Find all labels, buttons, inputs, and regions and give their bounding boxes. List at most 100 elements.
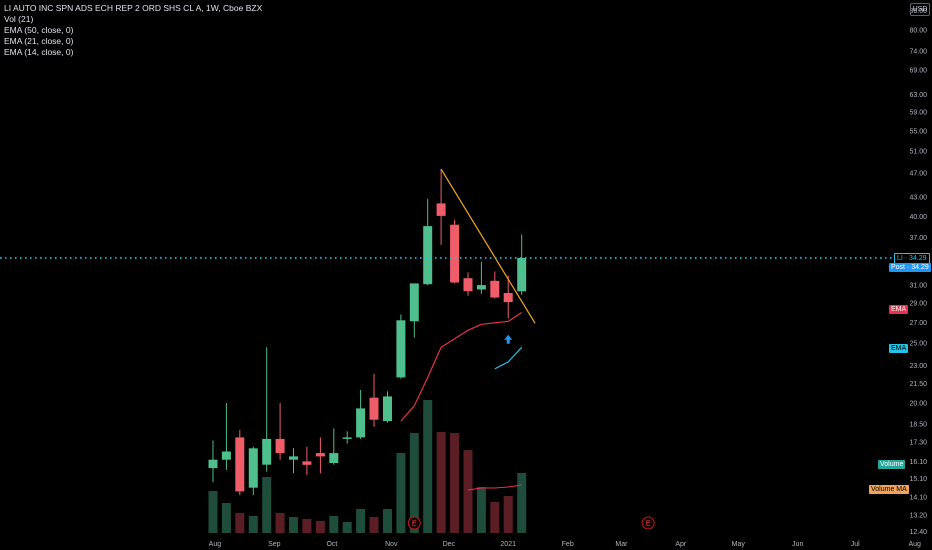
time-tick-label: 2021 bbox=[500, 541, 516, 548]
price-tick-label: 15.10 bbox=[909, 476, 927, 483]
volume-bar bbox=[342, 522, 352, 533]
ema-line-cyan bbox=[494, 346, 523, 370]
legend-volume: Vol (21) bbox=[4, 14, 34, 24]
volume-bar bbox=[289, 517, 298, 533]
time-tick-label: Aug bbox=[209, 541, 222, 548]
price-tick-label: 21.50 bbox=[909, 381, 927, 388]
candle-body bbox=[342, 437, 352, 439]
volume-bar bbox=[208, 491, 218, 533]
price-tick-label: 27.00 bbox=[909, 320, 927, 327]
price-tick-label: 59.00 bbox=[909, 109, 927, 116]
candle-body bbox=[436, 203, 446, 216]
candle-body bbox=[396, 320, 406, 378]
volume-label: Volume bbox=[878, 460, 906, 469]
candle-body bbox=[383, 396, 392, 422]
candle-body bbox=[356, 408, 366, 438]
earnings-marker-circle bbox=[407, 516, 421, 530]
volume-bar bbox=[423, 400, 433, 533]
volume-bar bbox=[262, 477, 272, 533]
time-tick-label: Aug bbox=[908, 541, 921, 548]
volume-ma-line bbox=[467, 484, 522, 491]
volume-bar bbox=[275, 513, 285, 533]
candle-body bbox=[302, 461, 312, 465]
price-tick-label: 31.00 bbox=[909, 283, 927, 290]
earnings-marker: E bbox=[407, 516, 421, 530]
candle-body bbox=[369, 397, 379, 420]
legend-ema-21: EMA (21, close, 0) bbox=[4, 36, 74, 46]
trendline bbox=[440, 168, 536, 324]
earnings-marker-label: E bbox=[412, 521, 417, 528]
price-tick-label: 51.00 bbox=[909, 149, 927, 156]
price-tick-label: 29.00 bbox=[909, 301, 927, 308]
volume-bar bbox=[517, 473, 527, 533]
price-tick-label: 63.00 bbox=[909, 92, 927, 99]
time-tick-label: Apr bbox=[675, 541, 687, 548]
signal-arrow-icon bbox=[504, 334, 513, 344]
candle-body bbox=[315, 453, 325, 457]
price-tick-label: 14.10 bbox=[909, 495, 927, 502]
candle-body bbox=[329, 453, 339, 463]
price-tick-label: 16.10 bbox=[909, 459, 927, 466]
volume-bar bbox=[490, 502, 500, 533]
price-tick-label: 80.00 bbox=[909, 28, 927, 35]
volume-bars-layer bbox=[208, 400, 527, 533]
volume-bar bbox=[329, 516, 339, 533]
time-tick-label: Jul bbox=[851, 541, 860, 548]
volume-bar bbox=[503, 496, 513, 533]
indicator-lines-layer bbox=[0, 168, 894, 422]
candle-body bbox=[275, 438, 285, 454]
price-tick-label: 13.20 bbox=[909, 512, 927, 519]
time-tick-label: Sep bbox=[268, 541, 281, 548]
candle-body bbox=[409, 283, 419, 322]
price-tick-label: 43.00 bbox=[909, 195, 927, 202]
volume-bar bbox=[476, 487, 486, 533]
volume-ma-label: Volume MA bbox=[869, 485, 909, 494]
candle-body bbox=[490, 280, 500, 298]
candle-body bbox=[289, 456, 298, 460]
time-tick-label: Oct bbox=[326, 541, 337, 548]
price-tick-label: 23.00 bbox=[909, 363, 927, 370]
volume-bar bbox=[369, 517, 379, 533]
time-tick-label: Nov bbox=[385, 541, 398, 548]
candle-body bbox=[463, 278, 473, 292]
candle-body bbox=[262, 438, 272, 465]
post-price-label: Post · 34.29 bbox=[889, 263, 931, 272]
price-tick-label: 37.00 bbox=[909, 235, 927, 242]
legend-ema-14: EMA (14, close, 0) bbox=[4, 47, 74, 57]
volume-bar bbox=[356, 509, 366, 533]
volume-bar bbox=[409, 433, 419, 533]
volume-bar bbox=[383, 509, 392, 533]
volume-bar bbox=[221, 503, 231, 533]
time-tick-label: Feb bbox=[562, 541, 574, 548]
time-tick-label: Dec bbox=[443, 541, 456, 548]
volume-bar bbox=[450, 433, 460, 533]
candle-body bbox=[235, 437, 245, 492]
price-tick-label: 86.00 bbox=[909, 8, 927, 15]
chart-legend: LI AUTO INC SPN ADS ECH REP 2 ORD SHS CL… bbox=[4, 3, 262, 58]
volume-bar bbox=[315, 521, 325, 533]
price-tick-label: 69.00 bbox=[909, 67, 927, 74]
candle-body bbox=[476, 285, 486, 290]
candle-body bbox=[221, 451, 231, 460]
price-tick-label: 40.00 bbox=[909, 214, 927, 221]
ema-label-red: EMA bbox=[889, 305, 909, 314]
volume-bar bbox=[302, 519, 312, 533]
price-tick-label: 74.00 bbox=[909, 49, 927, 56]
price-tick-label: 12.40 bbox=[909, 529, 927, 536]
price-axis: 12.40 13.20 14.10 15.10 16.10 17.30 18.50 20.00… bbox=[909, 8, 927, 536]
currency-button[interactable]: USD bbox=[910, 3, 930, 16]
candle-body bbox=[517, 257, 527, 292]
volume-bar bbox=[463, 450, 473, 533]
price-tick-label: 18.50 bbox=[909, 422, 927, 429]
price-tick-label: 20.00 bbox=[909, 401, 927, 408]
price-tick-label: 55.00 bbox=[909, 128, 927, 135]
symbol-title: LI AUTO INC SPN ADS ECH REP 2 ORD SHS CL… bbox=[4, 3, 263, 13]
time-tick-label: Mar bbox=[615, 541, 628, 548]
volume-bar bbox=[235, 513, 245, 533]
candle-body bbox=[423, 226, 433, 285]
price-tick-label: 17.30 bbox=[909, 440, 927, 447]
earnings-marker-label: E bbox=[646, 521, 651, 528]
candle-body bbox=[503, 293, 513, 303]
